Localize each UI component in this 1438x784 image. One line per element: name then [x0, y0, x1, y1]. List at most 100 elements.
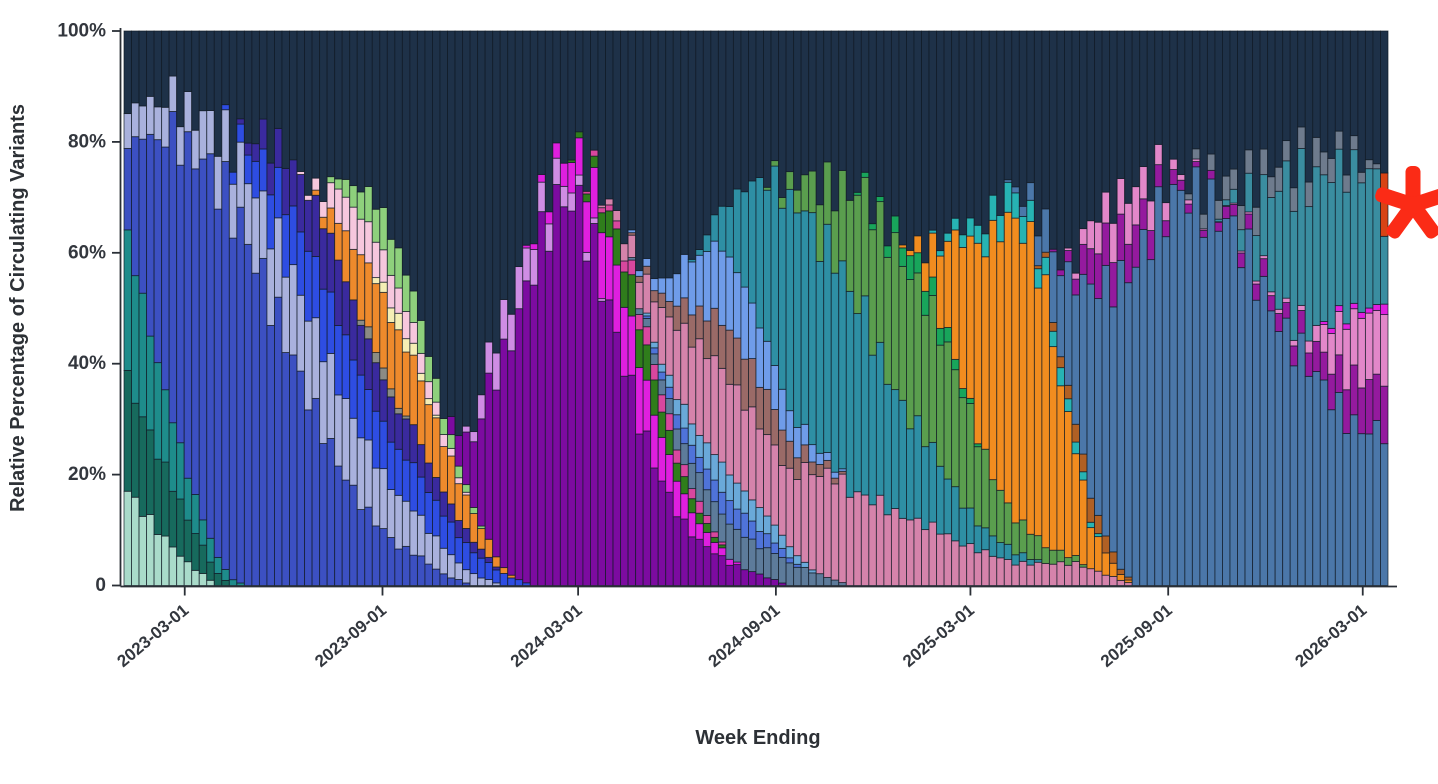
bar-segment-royal-blue[interactable]	[395, 549, 403, 586]
bar-segment-purple-magenta[interactable]	[1305, 353, 1313, 376]
bar-segment-indigo[interactable]	[342, 282, 350, 335]
bar-segment-purple-magenta[interactable]	[1215, 222, 1223, 231]
bar-segment-orange-2[interactable]	[922, 263, 930, 292]
bar-segment-other[interactable]	[1170, 31, 1178, 159]
bar-segment-periwinkle[interactable]	[387, 490, 395, 538]
bar-segment-rose[interactable]	[741, 410, 749, 491]
bar-segment-dark-teal[interactable]	[184, 520, 192, 562]
bar-segment-indigo[interactable]	[290, 160, 298, 206]
bar-segment-steel-blue[interactable]	[1320, 380, 1328, 586]
bar-segment-rose[interactable]	[831, 484, 839, 580]
bar-segment-rose[interactable]	[1072, 561, 1080, 585]
bar-segment-steel-blue[interactable]	[1245, 229, 1253, 586]
bar-segment-orchid[interactable]	[1343, 329, 1351, 389]
bar-segment-orange-2[interactable]	[997, 242, 1005, 491]
bar-segment-plum[interactable]	[583, 252, 591, 261]
bar-segment-magenta[interactable]	[590, 167, 598, 217]
bar-segment-magenta[interactable]	[583, 202, 591, 253]
bar-segment-mint[interactable]	[192, 570, 200, 585]
bar-segment-other[interactable]	[598, 31, 606, 205]
bar-segment-purple-magenta[interactable]	[1177, 180, 1185, 190]
bar-segment-green[interactable]	[839, 170, 847, 260]
bar-segment-deep-pink[interactable]	[666, 414, 674, 431]
bar-segment-orange-2[interactable]	[1019, 243, 1027, 520]
bar-segment-deep-pink[interactable]	[606, 205, 614, 211]
bar-segment-royal-blue[interactable]	[169, 111, 177, 422]
bar-segment-teal-dark[interactable]	[733, 189, 741, 273]
bar-segment-rose[interactable]	[854, 492, 862, 586]
bar-segment-orchid[interactable]	[1177, 175, 1185, 181]
bar-segment-purple-magenta[interactable]	[1268, 296, 1276, 311]
bar-segment-other[interactable]	[643, 31, 651, 258]
bar-segment-rose[interactable]	[914, 518, 922, 585]
bar-segment-other[interactable]	[1313, 31, 1321, 137]
bar-segment-other[interactable]	[1064, 31, 1072, 248]
bar-segment-deep-purple[interactable]	[493, 390, 501, 557]
bar-segment-other[interactable]	[147, 31, 155, 96]
bar-segment-rose[interactable]	[779, 466, 787, 536]
bar-segment-other[interactable]	[440, 31, 448, 419]
bar-segment-warm-gray[interactable]	[372, 353, 380, 363]
bar-segment-other[interactable]	[1283, 31, 1291, 141]
bar-segment-slate-gray[interactable]	[1328, 158, 1336, 182]
bar-segment-rose[interactable]	[929, 522, 937, 585]
bar-segment-other[interactable]	[1140, 31, 1148, 167]
bar-segment-deep-purple[interactable]	[628, 375, 636, 585]
bar-segment-other[interactable]	[1380, 31, 1388, 173]
bar-segment-pale-yellow[interactable]	[402, 339, 410, 352]
bar-segment-teal-dark[interactable]	[997, 543, 1005, 558]
bar-segment-other[interactable]	[538, 31, 546, 174]
bar-segment-dark-teal[interactable]	[147, 430, 155, 515]
bar-segment-pale-yellow[interactable]	[372, 278, 380, 284]
bar-segment-other[interactable]	[207, 31, 215, 111]
bar-segment-other[interactable]	[1147, 31, 1155, 201]
bar-segment-brown[interactable]	[1057, 357, 1065, 368]
bar-segment-aqua[interactable]	[1087, 522, 1095, 527]
bar-segment-purple-magenta[interactable]	[1335, 355, 1343, 393]
bar-segment-other[interactable]	[1305, 31, 1313, 182]
bar-segment-plum[interactable]	[545, 224, 553, 251]
bar-segment-green[interactable]	[786, 172, 794, 190]
bar-segment-orange-2[interactable]	[906, 250, 914, 255]
bar-segment-teal-dark[interactable]	[861, 296, 869, 495]
bar-segment-indigo[interactable]	[357, 325, 365, 375]
bar-segment-other[interactable]	[350, 31, 358, 186]
bar-segment-deep-purple[interactable]	[673, 517, 681, 586]
bar-segment-brown[interactable]	[1087, 498, 1095, 522]
bar-segment-green[interactable]	[876, 202, 884, 343]
bar-segment-other[interactable]	[523, 31, 531, 245]
bar-segment-orange[interactable]	[395, 330, 403, 409]
bar-segment-green[interactable]	[824, 162, 832, 224]
bar-segment-steel-blue[interactable]	[1298, 333, 1306, 585]
bar-segment-royal-blue[interactable]	[410, 555, 418, 585]
bar-segment-teal-dark[interactable]	[914, 416, 922, 518]
bar-segment-sky-blue[interactable]	[779, 535, 787, 548]
bar-segment-other[interactable]	[425, 31, 433, 356]
bar-segment-light-green[interactable]	[425, 356, 433, 381]
bar-segment-dark-green[interactable]	[621, 272, 629, 307]
bar-segment-indigo[interactable]	[282, 168, 290, 214]
bar-segment-sea-teal[interactable]	[1268, 197, 1276, 291]
bar-segment-other[interactable]	[297, 31, 305, 172]
bar-segment-deep-pink[interactable]	[590, 150, 598, 156]
bar-segment-teal[interactable]	[184, 478, 192, 520]
bar-segment-deep-pink[interactable]	[681, 465, 689, 477]
bar-segment-deep-purple[interactable]	[455, 436, 463, 467]
bar-segment-sea-teal[interactable]	[1358, 183, 1366, 313]
bar-segment-bright-blue[interactable]	[455, 538, 463, 563]
bar-segment-other[interactable]	[1290, 31, 1298, 188]
bar-segment-orange[interactable]	[485, 539, 493, 557]
bar-segment-rose[interactable]	[891, 508, 899, 585]
bar-segment-purple-magenta[interactable]	[1170, 170, 1178, 185]
bar-segment-indigo[interactable]	[274, 128, 282, 167]
bar-segment-cornflower[interactable]	[741, 287, 749, 359]
bar-segment-green[interactable]	[794, 190, 802, 213]
bar-segment-magenta[interactable]	[538, 174, 546, 182]
bar-segment-deep-purple[interactable]	[658, 481, 666, 585]
bar-segment-rose[interactable]	[982, 550, 990, 586]
bar-segment-bright-blue[interactable]	[380, 421, 388, 468]
bar-segment-orange[interactable]	[493, 557, 501, 567]
bar-segment-royal-blue[interactable]	[342, 480, 350, 585]
bar-segment-mint[interactable]	[124, 491, 132, 585]
bar-segment-mint[interactable]	[199, 573, 207, 585]
